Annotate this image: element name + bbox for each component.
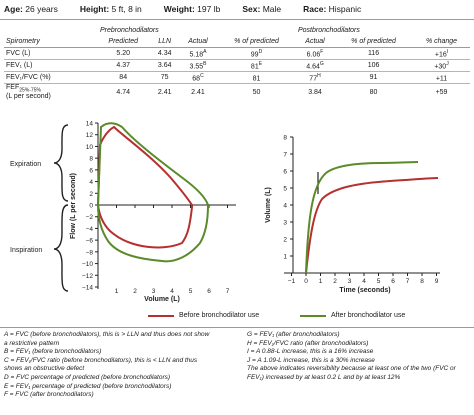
fv-y-tick-label: −2 xyxy=(86,214,94,221)
fv-x-tick-label: 4 xyxy=(170,288,174,295)
col-header: Predicted xyxy=(96,36,151,48)
vt-y-tick-label: 5 xyxy=(283,186,287,193)
fv-x-tick-label: 5 xyxy=(189,288,193,295)
fv-y-label: Flow (L per second) xyxy=(70,173,77,239)
vt-x-tick-label: 4 xyxy=(362,278,366,285)
col-header: LLN xyxy=(150,36,179,48)
col-header: Actual xyxy=(296,36,335,48)
fv-y-tick-label: −6 xyxy=(86,238,94,245)
vt-x-tick-label: 0 xyxy=(304,278,308,285)
notes-right: G = FEV₁ (after bronchodilators) H = FEV… xyxy=(247,331,456,381)
fv-before-expiration-curve xyxy=(97,125,193,206)
volume-time-plot: 8 7 6 5 4 3 2 1 −1 0 1 2 3 4 5 6 7 8 9 Volume (L) Time (s… xyxy=(265,135,440,294)
fv-y-tick-label: −10 xyxy=(82,261,93,268)
fv-y-tick-label: 12 xyxy=(86,132,94,139)
vt-x-tick-label: 3 xyxy=(348,278,352,285)
inspiration-label: Inspiration xyxy=(10,247,42,254)
age-item: Age: 26 years xyxy=(4,4,58,14)
fv-y-tick-label: 4 xyxy=(89,179,93,186)
fv-x-tick-label: 2 xyxy=(133,288,137,295)
vt-y-tick-label: 8 xyxy=(283,135,287,142)
group-pre: Prebronchodilators xyxy=(100,26,159,34)
spirometry-table: Prebronchodilators Postbronchodilators S… xyxy=(4,24,470,100)
vt-y-tick-label: 1 xyxy=(283,254,287,261)
vt-y-tick-label: 2 xyxy=(283,237,287,244)
expiration-brace xyxy=(53,124,69,202)
fv-y-tick-label: 6 xyxy=(89,167,93,174)
col-header: % of predicted xyxy=(217,36,296,48)
vt-y-label: Volume (L) xyxy=(265,187,272,223)
fv-x-tick-label: 7 xyxy=(226,288,230,295)
legend-before: Before bronchodilator use xyxy=(148,312,259,319)
vt-x-tick-label: 7 xyxy=(406,278,410,285)
vt-y-tick-label: 7 xyxy=(283,152,287,159)
height-item: Height: 5 ft, 8 in xyxy=(79,4,142,14)
vt-x-tick-label: −1 xyxy=(288,278,296,285)
col-header: Actual xyxy=(178,36,217,48)
vt-y-tick-label: 4 xyxy=(283,203,287,210)
legend-before-swatch xyxy=(148,314,174,317)
group-post: Postbronchodilators xyxy=(298,26,360,34)
vt-x-tick-label: 9 xyxy=(435,278,439,285)
fv-x-tick-label: 3 xyxy=(152,288,156,295)
race-item: Race: Hispanic xyxy=(303,4,362,14)
divider xyxy=(0,327,474,328)
notes-left: A = FVC (before bronchodilators), this i… xyxy=(4,331,210,399)
table-row: FEV₁ (L) 4.37 3.64 3.55B 81E 4.64G 106 +… xyxy=(4,59,470,72)
table-column-header: Spirometry Predicted LLN Actual % of pre… xyxy=(4,36,470,48)
vt-x-label: Time (seconds) xyxy=(339,287,390,294)
charts-svg: Expiration Inspiration 14121086420−2−4−6… xyxy=(10,121,440,303)
fv-before-inspiration-curve xyxy=(97,204,193,249)
table-row: FVC (L) 5.20 4.34 5.18A 99D 6.06F 116 +1… xyxy=(4,47,470,60)
col-header: Spirometry xyxy=(4,36,96,48)
fv-x-label: Volume (L) xyxy=(144,296,180,303)
fv-y-tick-label: −12 xyxy=(82,273,93,280)
vt-before-curve xyxy=(305,177,439,274)
table-row: FEF25%-75% (L per second) 4.74 2.41 2.41 … xyxy=(6,84,448,101)
vt-x-tick-label: 8 xyxy=(420,278,424,285)
fv-y-tick-label: −8 xyxy=(86,249,94,256)
charts: Expiration Inspiration 14 12 10 8 6 4 2 0 −2 −4 −6… xyxy=(0,115,474,313)
legend: Before bronchodilator use After bronchod… xyxy=(0,312,474,324)
patient-info: Age: 26 years Height: 5 ft, 8 in Weight:… xyxy=(4,0,470,18)
fv-x-tick-label: 1 xyxy=(115,288,119,295)
vt-x-tick-label: 6 xyxy=(391,278,395,285)
vt-x-tick-label: 1 xyxy=(319,278,323,285)
inspiration-brace xyxy=(53,204,69,292)
table-group-header: Prebronchodilators Postbronchodilators xyxy=(4,24,470,36)
fv-y-tick-label: 8 xyxy=(89,156,93,163)
legend-after-swatch xyxy=(300,314,326,317)
fv-after-expiration-curve xyxy=(97,122,209,206)
weight-item: Weight: 197 lb xyxy=(163,4,221,14)
divider xyxy=(0,19,474,20)
vt-x-tick-label: 2 xyxy=(333,278,337,285)
table-row: FEV₁/FVC (%) 84 75 68C 81 77H 91 +11 xyxy=(4,71,470,84)
sex-item: Sex: Male xyxy=(242,4,282,14)
vt-y-tick-label: 3 xyxy=(283,220,287,227)
fv-y-tick-label: 10 xyxy=(86,144,94,151)
vt-after-curve xyxy=(305,161,419,274)
col-header: % of predicted xyxy=(334,36,414,48)
fv-x-tick-label: 6 xyxy=(207,288,211,295)
fv-y-tick-label: 2 xyxy=(89,191,93,198)
legend-after: After bronchodilator use xyxy=(300,312,405,319)
col-header: % change xyxy=(413,36,470,48)
fv-after-inspiration-curve xyxy=(97,204,209,263)
vt-y-tick-label: 6 xyxy=(283,169,287,176)
fv-y-tick-label: −4 xyxy=(86,226,94,233)
fv-y-tick-label: 14 xyxy=(86,121,94,128)
fv-y-tick-label: −14 xyxy=(82,285,93,292)
vt-x-tick-label: 5 xyxy=(377,278,381,285)
fv-y-tick-label: 0 xyxy=(89,203,93,210)
expiration-label: Expiration xyxy=(10,161,41,168)
